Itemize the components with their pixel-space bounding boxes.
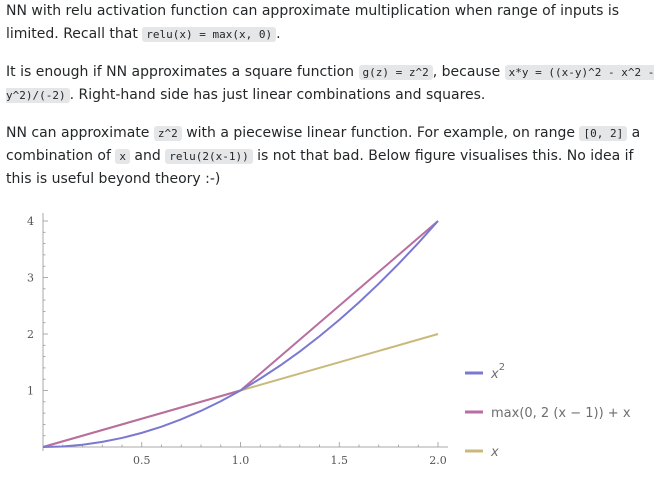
series-line: [42, 220, 439, 448]
axes: 0.5 1.0 1.5 2.0 1 2 3 4: [27, 213, 448, 467]
inline-code: g(z) = z^2: [358, 65, 433, 80]
paragraph-square: It is enough if NN approximates a square…: [6, 61, 656, 107]
legend: x2 max(0, 2 (x − 1)) + x x: [465, 362, 631, 460]
text: and: [129, 148, 166, 164]
inline-code: relu(x) = max(x, 0): [142, 27, 277, 42]
text: , because: [432, 64, 505, 80]
series-line: [42, 220, 439, 448]
inline-code: x: [115, 149, 130, 164]
text: .: [276, 26, 281, 42]
legend-label: x2: [490, 362, 505, 382]
text: is not that bad. Below figure visualises…: [6, 148, 634, 187]
plot-lines: [42, 220, 439, 448]
x-tick-label: 0.5: [133, 454, 151, 467]
y-tick-label: 2: [27, 328, 34, 341]
paragraph-intro: NN with relu activation function can app…: [6, 0, 656, 46]
text: It is enough if NN approximates a square…: [6, 64, 359, 80]
x-tick-label: 2.0: [429, 454, 447, 467]
text: . Right-hand side has just linear combin…: [69, 87, 486, 103]
inline-code: z^2: [153, 126, 182, 141]
text: NN with relu activation function can app…: [6, 3, 620, 42]
y-tick-label: 4: [27, 215, 34, 228]
x-tick-label: 1.0: [232, 454, 250, 467]
legend-superscript: 2: [499, 362, 505, 373]
inline-code: relu(2(x-1)): [165, 149, 253, 164]
inline-code: [0, 2]: [579, 126, 628, 141]
text: a combination of: [6, 125, 641, 164]
text: NN can approximate: [6, 125, 154, 141]
text: with a piecewise linear function. For ex…: [181, 125, 580, 141]
y-tick-label: 1: [27, 385, 34, 398]
legend-label: x: [490, 445, 499, 460]
x-tick-label: 1.5: [331, 454, 349, 467]
legend-label: max(0, 2 (x − 1)) + x: [491, 406, 631, 421]
paragraph-approx: NN can approximate z^2 with a piecewise …: [6, 122, 656, 191]
y-tick-label: 3: [27, 272, 34, 285]
